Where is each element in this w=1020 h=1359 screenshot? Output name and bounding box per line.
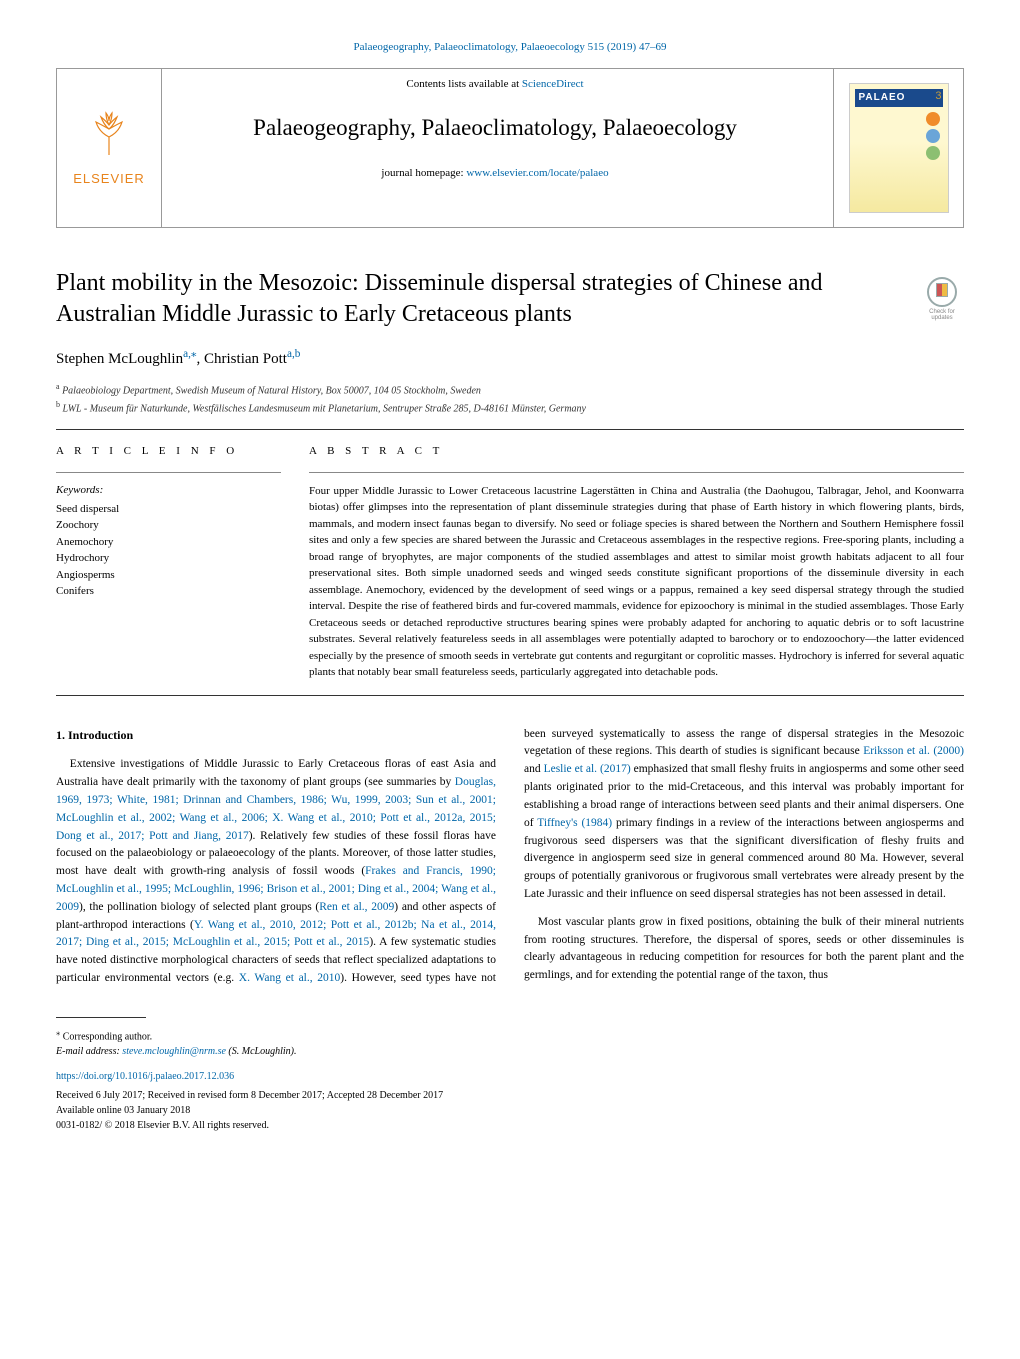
abstract-text: Four upper Middle Jurassic to Lower Cret… [309, 483, 964, 681]
aff-sup-b: b [56, 400, 60, 409]
thumb-circle-1 [926, 112, 940, 126]
keyword: Angiosperms [56, 567, 281, 584]
contents-prefix: Contents lists available at [406, 78, 521, 90]
citation-header: Palaeogeography, Palaeoclimatology, Pala… [56, 40, 964, 56]
thumb-three: 3 [935, 89, 941, 105]
received-dates: Received 6 July 2017; Received in revise… [56, 1088, 964, 1103]
keywords-list: Seed dispersal Zoochory Anemochory Hydro… [56, 501, 281, 600]
thumb-circle-3 [926, 146, 940, 160]
footer-rule [56, 1017, 146, 1018]
author-2: Christian Pott [204, 351, 287, 367]
sciencedirect-link[interactable]: ScienceDirect [522, 78, 584, 90]
aff-sup-a: a [56, 382, 60, 391]
keyword: Zoochory [56, 517, 281, 534]
article-info-label: A R T I C L E I N F O [56, 444, 281, 460]
affiliation-b: LWL - Museum für Naturkunde, Westfälisch… [63, 403, 587, 414]
divider [56, 429, 964, 430]
doi-link[interactable]: https://doi.org/10.1016/j.palaeo.2017.12… [56, 1070, 964, 1085]
check-updates-text: Check for updates [920, 309, 964, 321]
author-1: Stephen McLoughlin [56, 351, 183, 367]
journal-name: Palaeogeography, Palaeoclimatology, Pala… [162, 111, 828, 144]
ref-link[interactable]: X. Wang et al., 2010 [239, 972, 341, 984]
copyright: 0031-0182/ © 2018 Elsevier B.V. All righ… [56, 1118, 964, 1133]
journal-cover-thumb: PALAEO 3 [833, 69, 963, 227]
email-label: E-mail address: [56, 1046, 122, 1057]
body-two-column: 1. Introduction Extensive investigations… [56, 726, 964, 992]
citation-link[interactable]: Palaeogeography, Palaeoclimatology, Pala… [354, 41, 667, 53]
ref-link[interactable]: Ren et al., 2009 [319, 901, 394, 913]
ref-link[interactable]: Eriksson et al. (2000) [863, 745, 964, 757]
publisher-logo: ELSEVIER [57, 69, 162, 227]
thumb-label: PALAEO [855, 89, 943, 108]
keyword: Anemochory [56, 534, 281, 551]
abstract-column: A B S T R A C T Four upper Middle Jurass… [309, 444, 964, 681]
footer: ⁎ Corresponding author. E-mail address: … [56, 1017, 964, 1133]
elsevier-tree-icon [84, 107, 134, 165]
thumb-circle-2 [926, 129, 940, 143]
keyword: Seed dispersal [56, 501, 281, 518]
crossref-icon [927, 277, 957, 307]
keyword: Hydrochory [56, 550, 281, 567]
email-link[interactable]: steve.mcloughlin@nrm.se [122, 1046, 226, 1057]
affiliation-a: Palaeobiology Department, Swedish Museum… [62, 385, 481, 396]
divider [56, 695, 964, 696]
intro-paragraph-2: Most vascular plants grow in fixed posit… [524, 914, 964, 985]
available-date: Available online 03 January 2018 [56, 1103, 964, 1118]
keywords-label: Keywords: [56, 483, 281, 499]
abstract-label: A B S T R A C T [309, 444, 964, 460]
article-info-column: A R T I C L E I N F O Keywords: Seed dis… [56, 444, 281, 681]
email-suffix: (S. McLoughlin). [226, 1046, 297, 1057]
affiliations: a Palaeobiology Department, Swedish Muse… [56, 381, 964, 417]
author-2-sup[interactable]: a,b [287, 348, 300, 360]
thumb-circles [926, 112, 940, 163]
header-center: Contents lists available at ScienceDirec… [162, 69, 828, 227]
authors: Stephen McLoughlina,⁎, Christian Potta,b [56, 346, 964, 371]
article-title: Plant mobility in the Mesozoic: Dissemin… [56, 268, 964, 330]
journal-header: ELSEVIER Contents lists available at Sci… [56, 68, 964, 228]
homepage-link[interactable]: www.elsevier.com/locate/palaeo [466, 167, 608, 179]
keyword: Conifers [56, 583, 281, 600]
author-1-sup[interactable]: a,⁎ [183, 348, 196, 360]
ref-link[interactable]: Leslie et al. (2017) [544, 763, 631, 775]
section-heading-intro: 1. Introduction [56, 726, 496, 745]
ref-link[interactable]: Tiffney's (1984) [537, 817, 612, 829]
homepage-prefix: journal homepage: [381, 167, 466, 179]
check-updates-badge[interactable]: Check for updates [920, 274, 964, 324]
corr-author-text: Corresponding author. [60, 1032, 152, 1043]
publisher-name: ELSEVIER [73, 170, 145, 189]
